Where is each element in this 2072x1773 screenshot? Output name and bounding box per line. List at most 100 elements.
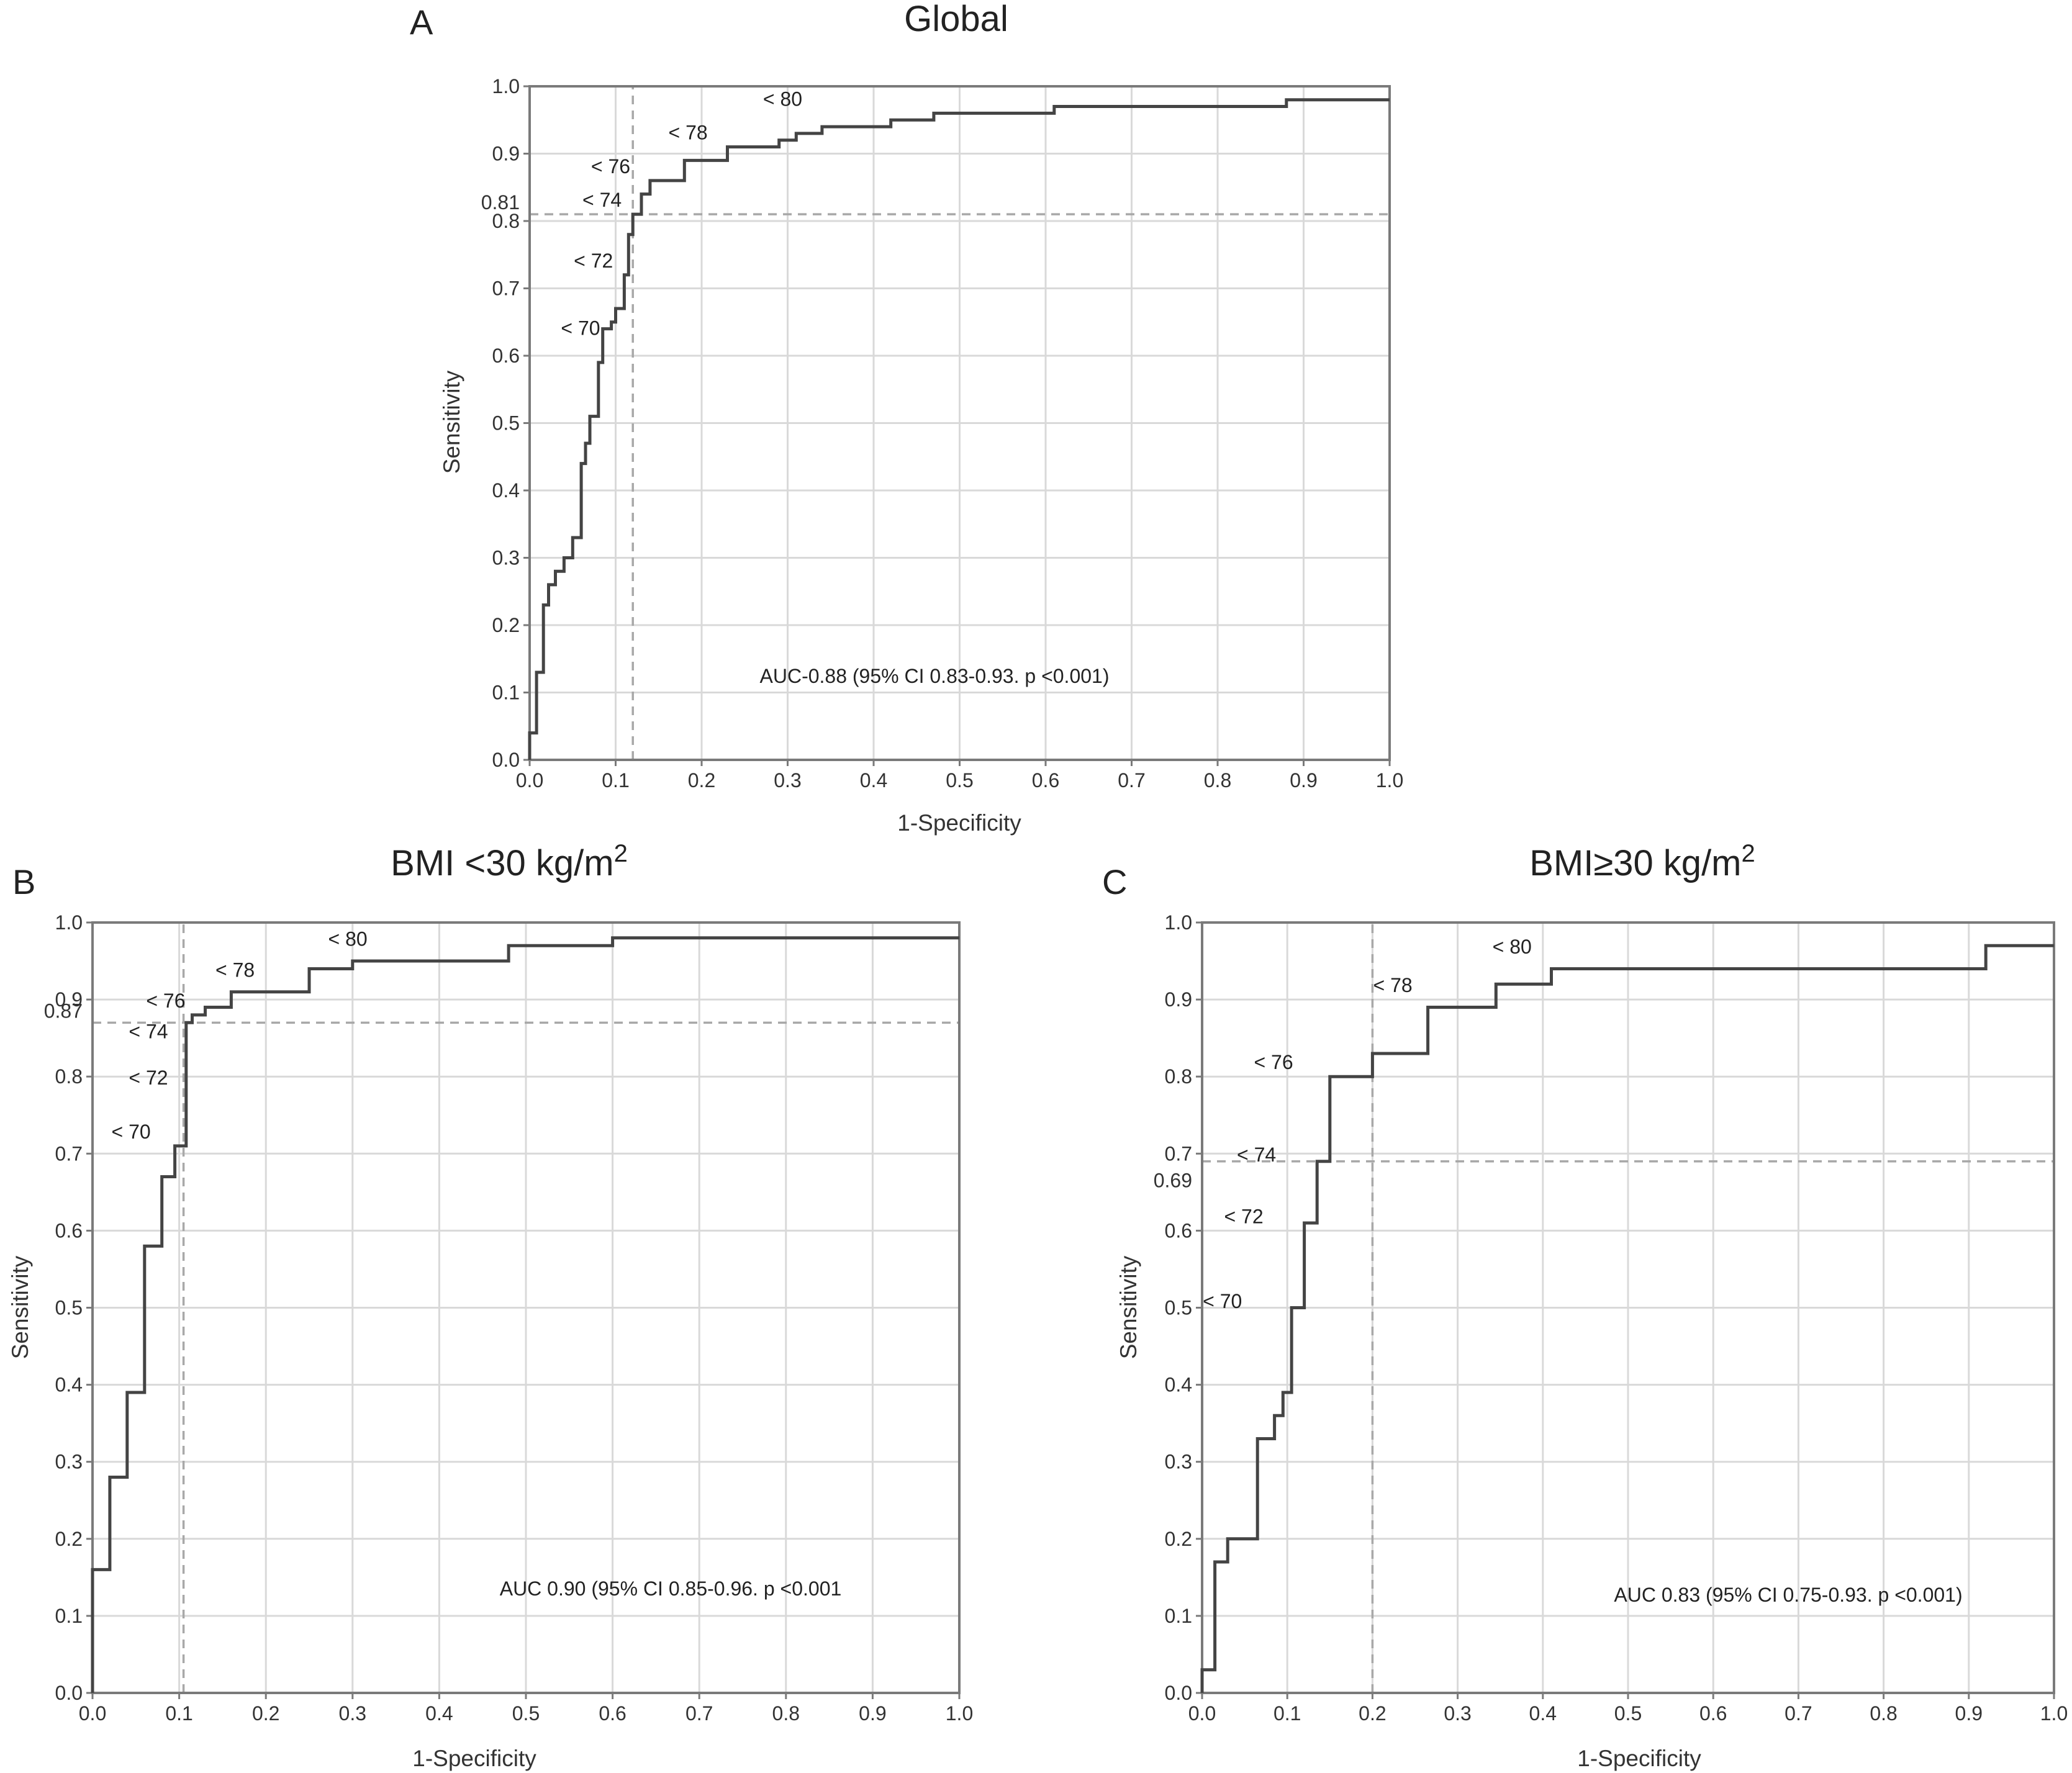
x-axis-label: 1-Specificity <box>1577 1746 1701 1771</box>
y-axis-label: Sensitivity <box>1116 1255 1141 1359</box>
x-tick-label: 0.1 <box>1274 1702 1301 1725</box>
y-tick-label: 1.0 <box>55 911 83 934</box>
x-tick-label: 0.1 <box>602 769 629 792</box>
threshold-label: < 72 <box>574 250 613 272</box>
cutoff-y-label: 0.81 <box>481 191 520 214</box>
y-tick-label: 0.6 <box>492 345 520 367</box>
auc-annotation: AUC 0.90 (95% CI 0.85-0.96. p <0.001 <box>500 1577 842 1600</box>
panel-title: Global <box>904 0 1008 39</box>
x-tick-label: 0.7 <box>685 1702 713 1725</box>
y-tick-label: 0.1 <box>492 682 520 704</box>
panel-letter: A <box>410 2 433 42</box>
y-tick-label: 0.0 <box>492 749 520 771</box>
y-tick-label: 0.3 <box>1165 1451 1192 1473</box>
roc-curve <box>1200 944 2054 1693</box>
x-tick-label: 0.9 <box>1955 1702 1983 1725</box>
y-tick-label: 0.0 <box>1165 1682 1192 1704</box>
x-tick-label: 1.0 <box>1376 769 1403 792</box>
threshold-label: < 80 <box>328 928 368 950</box>
x-tick-label: 0.8 <box>1870 1702 1897 1725</box>
x-tick-label: 0.6 <box>1032 769 1059 792</box>
y-tick-label: 0.7 <box>55 1142 83 1165</box>
y-tick-label: 0.9 <box>55 988 83 1011</box>
threshold-label: < 74 <box>129 1021 168 1043</box>
threshold-label: < 78 <box>215 959 255 981</box>
y-axis-label: Sensitivity <box>439 370 464 474</box>
x-tick-label: 0.0 <box>1188 1702 1216 1725</box>
threshold-label: < 76 <box>591 155 630 178</box>
y-tick-label: 0.9 <box>1165 988 1192 1011</box>
x-tick-label: 1.0 <box>2040 1702 2068 1725</box>
x-tick-label: 0.5 <box>512 1702 540 1725</box>
y-tick-label: 0.7 <box>1165 1142 1192 1165</box>
auc-annotation: AUC 0.83 (95% CI 0.75-0.93. p <0.001) <box>1614 1584 1962 1606</box>
x-tick-label: 0.1 <box>165 1702 192 1725</box>
threshold-label: < 76 <box>1254 1051 1293 1073</box>
threshold-label: < 72 <box>129 1067 168 1089</box>
x-tick-label: 0.0 <box>516 769 543 792</box>
y-tick-label: 0.9 <box>492 143 520 165</box>
x-axis-label: 1-Specificity <box>412 1746 536 1771</box>
panel-title-superscript: 2 <box>614 840 628 867</box>
threshold-label: < 80 <box>763 88 802 110</box>
x-tick-label: 0.5 <box>1614 1702 1642 1725</box>
x-tick-label: 0.4 <box>1529 1702 1557 1725</box>
x-tick-label: 0.4 <box>860 769 887 792</box>
x-tick-label: 0.3 <box>774 769 801 792</box>
threshold-label: < 70 <box>561 317 600 339</box>
x-tick-label: 0.6 <box>599 1702 626 1725</box>
y-tick-label: 0.5 <box>1165 1297 1192 1319</box>
x-tick-label: 0.0 <box>79 1702 106 1725</box>
threshold-label: < 74 <box>582 189 622 211</box>
y-tick-label: 0.4 <box>1165 1374 1192 1396</box>
x-tick-label: 0.3 <box>339 1702 366 1725</box>
y-tick-label: 0.6 <box>1165 1219 1192 1242</box>
x-tick-label: 0.9 <box>859 1702 886 1725</box>
y-tick-label: 0.0 <box>55 1682 83 1704</box>
threshold-label: < 80 <box>1493 936 1532 958</box>
cutoff-y-label: 0.69 <box>1154 1170 1192 1192</box>
panel-c-bmi-30-plus: 0.0 0.1 0.2 0.3 0.4 0.5 0.6 0.7 0.8 0.9 1.0 0.0 0.1 0… <box>1102 840 2068 1771</box>
panel-title-text: BMI≥30 kg/m <box>1529 843 1741 883</box>
x-tick-label: 0.6 <box>1699 1702 1727 1725</box>
threshold-label: < 72 <box>1224 1205 1263 1227</box>
y-tick-label: 0.7 <box>492 277 520 300</box>
y-tick-label: 0.1 <box>1165 1605 1192 1627</box>
y-tick-label: 0.4 <box>55 1374 83 1396</box>
y-tick-label: 1.0 <box>492 75 520 97</box>
x-tick-label: 1.0 <box>946 1702 973 1725</box>
panel-title-superscript: 2 <box>1742 840 1755 867</box>
x-tick-label: 0.2 <box>688 769 715 792</box>
threshold-label: < 78 <box>1373 974 1413 996</box>
y-tick-label: 0.2 <box>55 1528 83 1550</box>
threshold-label: < 78 <box>669 122 708 144</box>
panel-a-global: 0.0 0.1 0.2 0.3 0.4 0.5 0.6 0.7 0.8 0.9 1.0 0.0 0.1 0… <box>410 0 1403 836</box>
x-tick-label: 0.4 <box>425 1702 453 1725</box>
panel-letter: B <box>12 862 35 901</box>
cutoff-y-label: 0.87 <box>44 999 83 1022</box>
panel-b-bmi-under-30: 0.0 0.1 0.2 0.3 0.4 0.5 0.6 0.7 0.8 0.9 1.0 0.0 0.1 0… <box>7 840 973 1771</box>
roc-curve <box>528 98 1390 760</box>
panel-title: BMI <30 kg/m2 <box>391 840 628 883</box>
panel-title-text: BMI <30 kg/m <box>391 843 613 883</box>
y-tick-label: 0.5 <box>492 412 520 435</box>
threshold-label: < 70 <box>112 1121 151 1143</box>
x-tick-label: 0.3 <box>1444 1702 1471 1725</box>
y-tick-label: 0.8 <box>1165 1065 1192 1088</box>
y-tick-label: 0.2 <box>492 614 520 636</box>
y-tick-label: 1.0 <box>1165 911 1192 934</box>
panel-letter: C <box>1102 862 1127 901</box>
y-tick-label: 0.4 <box>492 479 520 502</box>
y-axis-label: Sensitivity <box>7 1255 33 1359</box>
panel-title: BMI≥30 kg/m2 <box>1529 840 1755 883</box>
y-tick-label: 0.5 <box>55 1297 83 1319</box>
roc-curve <box>91 936 959 1693</box>
y-tick-label: 0.1 <box>55 1605 83 1627</box>
x-tick-label: 0.5 <box>946 769 973 792</box>
auc-annotation: AUC-0.88 (95% CI 0.83-0.93. p <0.001) <box>760 665 1110 687</box>
panel-title-text: Global <box>904 0 1008 39</box>
y-tick-label: 0.2 <box>1165 1528 1192 1550</box>
y-tick-label: 0.8 <box>492 210 520 232</box>
threshold-label: < 76 <box>146 990 185 1012</box>
